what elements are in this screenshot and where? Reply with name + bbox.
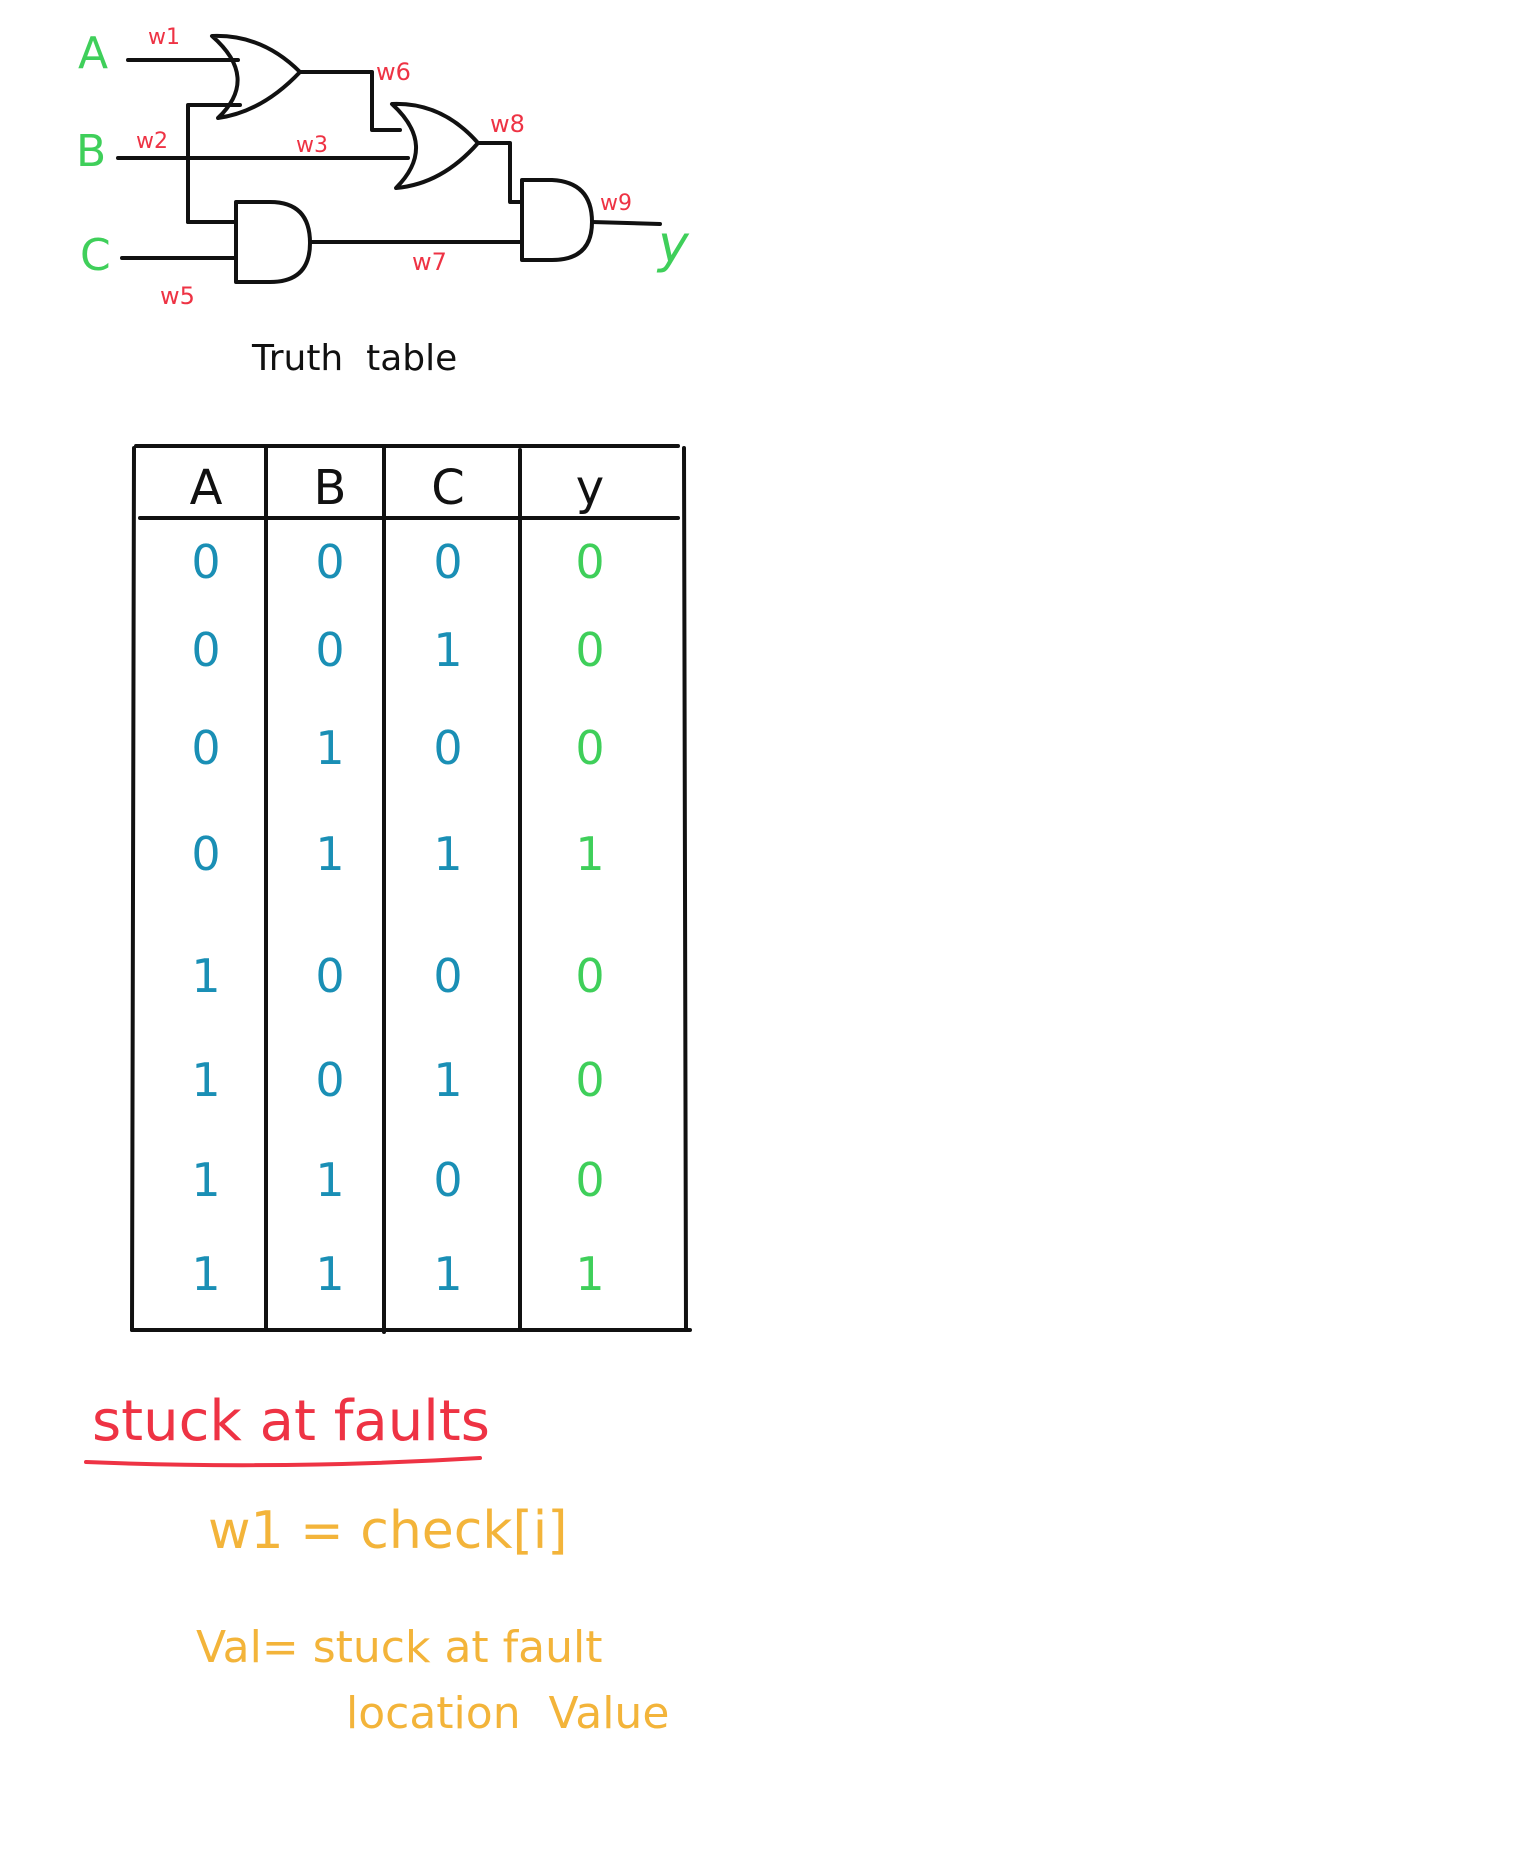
table-cell-r5-y: 0 xyxy=(575,949,604,1003)
table-cell-r1-b: 0 xyxy=(315,535,344,589)
wire-b-branch xyxy=(186,103,242,224)
wire-label-w6: w6 xyxy=(376,58,411,86)
wire-w6-line xyxy=(298,70,402,132)
table-cell-r6-y: 0 xyxy=(575,1053,604,1107)
heading-underline xyxy=(84,1456,482,1468)
table-cell-r6-b: 0 xyxy=(315,1053,344,1107)
table-cell-r8-a: 1 xyxy=(191,1247,220,1301)
table-header-b: B xyxy=(314,460,347,516)
or-gate-2 xyxy=(390,101,480,190)
wire-label-w8: w8 xyxy=(490,110,525,138)
and-gate-2 xyxy=(520,178,594,262)
table-cell-r7-y: 0 xyxy=(575,1153,604,1207)
table-left-border xyxy=(130,446,136,1332)
table-cell-r2-c: 1 xyxy=(433,623,462,677)
and-gate-1 xyxy=(234,200,312,284)
table-cell-r4-c: 1 xyxy=(433,827,462,881)
note-line-1: w1 = check[i] xyxy=(208,1501,568,1561)
stuck-at-faults-heading: stuck at faults xyxy=(92,1389,490,1454)
table-cell-r5-a: 1 xyxy=(191,949,220,1003)
truth-table-grid xyxy=(130,444,692,1334)
table-cell-r2-y: 0 xyxy=(575,623,604,677)
table-cell-r3-y: 0 xyxy=(575,721,604,775)
table-cell-r7-c: 0 xyxy=(433,1153,462,1207)
table-cell-r4-a: 0 xyxy=(191,827,220,881)
table-cell-r5-c: 0 xyxy=(433,949,462,1003)
table-cell-r7-a: 1 xyxy=(191,1153,220,1207)
wire-label-w7: w7 xyxy=(412,248,447,276)
table-header-y: y xyxy=(576,460,604,516)
truth-table-title: Truth table xyxy=(251,338,457,379)
table-cell-r1-c: 0 xyxy=(433,535,462,589)
table-right-border xyxy=(682,446,688,1332)
table-cell-r3-a: 0 xyxy=(191,721,220,775)
circuit-labels: A B C y w1 w2 w3 w5 w6 w7 w8 w9 xyxy=(76,25,690,310)
table-cell-r3-c: 0 xyxy=(433,721,462,775)
input-label-c: C xyxy=(80,230,111,281)
table-cell-r5-b: 0 xyxy=(315,949,344,1003)
input-label-b: B xyxy=(76,126,106,177)
table-cell-r3-b: 1 xyxy=(315,721,344,775)
wire-output-line xyxy=(590,220,662,226)
table-header-c: C xyxy=(431,460,465,516)
note-line-3: location Value xyxy=(346,1688,669,1739)
table-cell-r8-b: 1 xyxy=(315,1247,344,1301)
or-gate-1 xyxy=(210,33,302,120)
table-cell-r1-y: 0 xyxy=(575,535,604,589)
table-cell-r6-a: 1 xyxy=(191,1053,220,1107)
wire-label-w9: w9 xyxy=(600,191,632,216)
output-label-y: y xyxy=(656,215,690,275)
table-cell-r1-a: 0 xyxy=(191,535,220,589)
table-cell-r2-a: 0 xyxy=(191,623,220,677)
wire-w8-line xyxy=(476,141,524,204)
wire-label-w2: w2 xyxy=(136,129,168,154)
table-cell-r7-b: 1 xyxy=(315,1153,344,1207)
table-cell-r6-c: 1 xyxy=(433,1053,462,1107)
input-label-a: A xyxy=(78,28,108,79)
note-line-2: Val= stuck at fault xyxy=(196,1622,602,1673)
table-header-a: A xyxy=(190,460,223,516)
wire-label-w5: w5 xyxy=(160,282,195,310)
table-cell-r4-b: 1 xyxy=(315,827,344,881)
table-cell-r8-y: 1 xyxy=(575,1247,604,1301)
table-cell-r8-c: 1 xyxy=(433,1247,462,1301)
table-cell-r4-y: 1 xyxy=(575,827,604,881)
wire-label-w1: w1 xyxy=(148,25,180,50)
wire-label-w3: w3 xyxy=(296,133,328,158)
table-cell-r2-b: 0 xyxy=(315,623,344,677)
logic-circuit xyxy=(116,33,662,284)
